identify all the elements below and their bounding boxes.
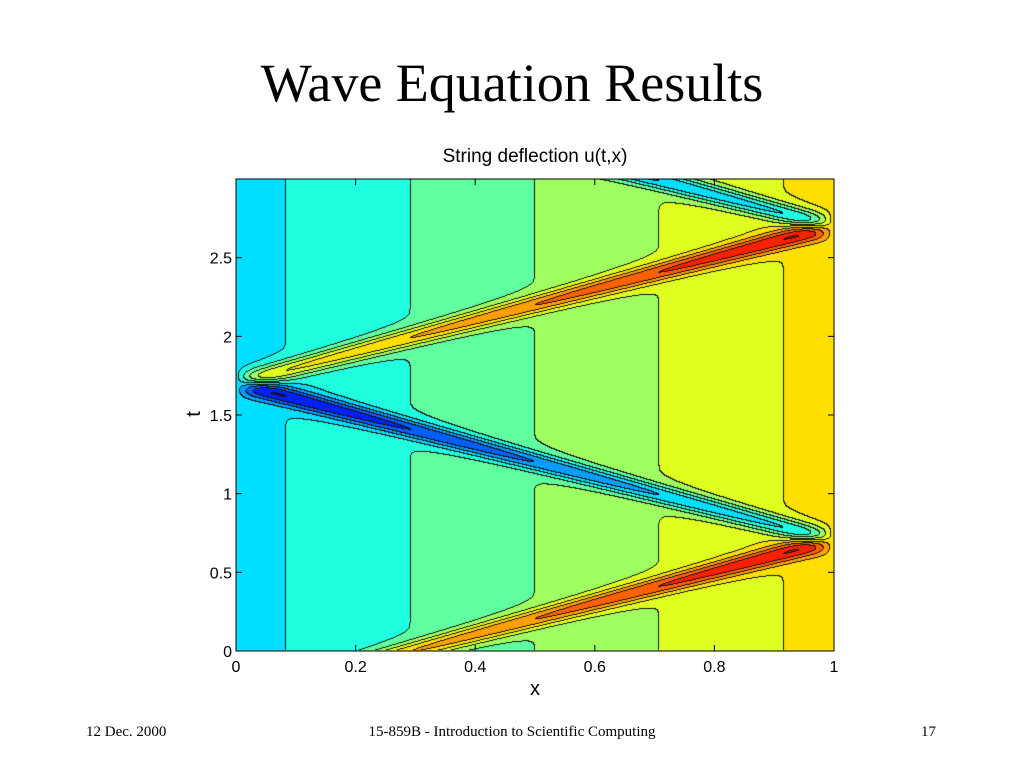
slide-title: Wave Equation Results [260,53,764,113]
y-tick-label: 1.5 [210,408,232,425]
x-tick-label: 0.6 [584,659,606,676]
footer-course: 15-859B - Introduction to Scientific Com… [368,724,656,740]
y-axis-label: t [183,411,205,417]
y-tick-label: 2.5 [210,251,232,268]
footer-date: 12 Dec. 2000 [86,724,167,740]
x-tick-label: 0 [232,659,241,676]
x-axis: 0 0.2 0.4 0.6 0.8 1 [232,179,839,676]
contour-field [236,179,834,651]
footer-page-number: 17 [921,724,936,740]
x-axis-label: x [530,678,540,700]
x-tick-label: 1 [830,659,839,676]
y-tick-label: 0 [223,644,232,661]
y-tick-label: 1 [223,487,232,504]
y-tick-label: 2 [223,329,232,346]
chart-title: String deflection u(t,x) [442,146,628,167]
x-tick-label: 0.2 [344,659,366,676]
y-axis: 0 0.5 1 1.5 2 2.5 [210,251,834,661]
x-tick-label: 0.8 [703,659,725,676]
x-tick-label: 0.4 [464,659,486,676]
y-tick-label: 0.5 [210,565,232,582]
